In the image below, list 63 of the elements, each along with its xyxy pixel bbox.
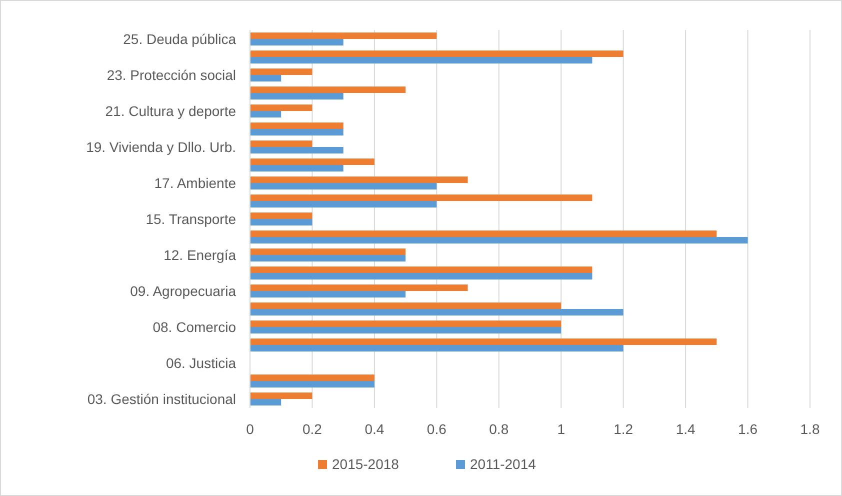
y-tick-label: 06. Justicia xyxy=(166,355,236,371)
bar xyxy=(250,309,624,316)
bar xyxy=(250,255,406,262)
x-tick-label: 0.8 xyxy=(489,421,509,437)
x-tick-label: 1.2 xyxy=(614,421,634,437)
y-tick-label: 08. Comercio xyxy=(152,319,236,335)
y-tick-label: 23. Protección social xyxy=(106,67,236,83)
bar xyxy=(250,75,282,82)
x-tick-label: 1 xyxy=(557,421,566,437)
x-tick-label: 0.6 xyxy=(426,421,447,437)
bar xyxy=(250,201,437,208)
bar xyxy=(250,284,468,291)
legend-label: 2011-2014 xyxy=(470,456,536,472)
bar xyxy=(250,374,374,381)
y-tick-label: 25. Deuda pública xyxy=(123,31,236,47)
bar xyxy=(250,93,344,100)
bar xyxy=(250,140,312,147)
bar xyxy=(250,237,748,244)
bar xyxy=(250,111,282,118)
y-tick-label: 09. Agropecuaria xyxy=(130,283,236,299)
bar xyxy=(250,266,592,273)
bar xyxy=(250,212,312,219)
bar xyxy=(250,320,562,327)
bar xyxy=(250,122,344,129)
bar xyxy=(250,50,624,57)
bar xyxy=(250,176,468,183)
bar xyxy=(250,273,592,280)
bar xyxy=(250,338,717,345)
bar xyxy=(250,104,312,111)
bar xyxy=(250,399,282,406)
y-tick-label: 03. Gestión institucional xyxy=(87,391,236,407)
bar xyxy=(250,230,717,237)
bar xyxy=(250,39,344,46)
bar xyxy=(250,392,312,399)
x-tick-label: 0 xyxy=(246,421,254,437)
bar xyxy=(250,129,344,136)
x-tick-label: 1.6 xyxy=(738,421,758,437)
bar xyxy=(250,327,562,334)
bar xyxy=(250,219,312,226)
y-tick-label: 19. Vivienda y Dllo. Urb. xyxy=(86,139,236,155)
x-tick-label: 0.4 xyxy=(364,421,384,437)
bar xyxy=(250,248,406,255)
bar xyxy=(250,32,437,39)
y-tick-label: 15. Transporte xyxy=(146,211,236,227)
bar xyxy=(250,183,437,190)
bar xyxy=(250,147,344,154)
bar xyxy=(250,68,312,75)
y-tick-label: 17. Ambiente xyxy=(154,175,236,191)
x-tick-label: 0.2 xyxy=(302,421,322,437)
legend-label: 2015-2018 xyxy=(332,456,400,472)
y-tick-label: 21. Cultura y deporte xyxy=(105,103,236,119)
bar xyxy=(250,381,374,388)
x-tick-label: 1.8 xyxy=(800,421,820,437)
y-tick-label: 12. Energía xyxy=(164,247,236,263)
bar xyxy=(250,291,406,298)
bar xyxy=(250,194,592,201)
bar xyxy=(250,158,374,165)
bar xyxy=(250,57,592,64)
bar xyxy=(250,345,624,352)
bar xyxy=(250,86,406,93)
bar xyxy=(250,165,344,172)
x-tick-label: 1.4 xyxy=(676,421,696,437)
bar xyxy=(250,302,562,309)
